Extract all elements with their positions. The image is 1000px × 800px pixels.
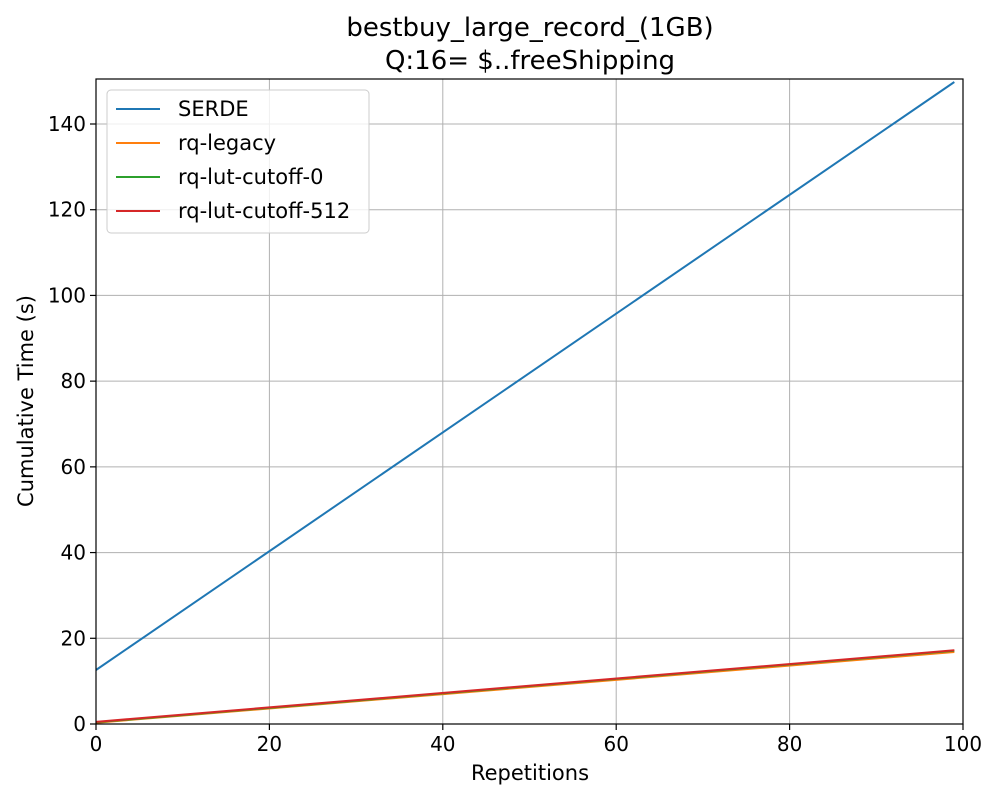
- y-tick-label: 120: [48, 198, 86, 222]
- legend-label: rq-legacy: [178, 131, 276, 155]
- ticks: 0 20 40 60 80 100 0 20 40 60 80 100 120 140: [48, 112, 982, 756]
- series-line-rq-lut-cutoff-512: [95, 649, 955, 723]
- series-line-SERDE: [95, 81, 955, 671]
- y-tick-label: 100: [48, 283, 86, 307]
- y-tick-label: 0: [73, 712, 86, 736]
- legend-box: [106, 89, 370, 234]
- legend-label: rq-lut-cutoff-512: [178, 199, 350, 223]
- plot-frame: [95, 78, 964, 725]
- legend-label: rq-lut-cutoff-0: [178, 165, 323, 189]
- x-tick-label: 0: [90, 732, 103, 756]
- chart-title-line-2: Q:16= $..freeShipping: [385, 46, 675, 76]
- x-tick-label: 20: [257, 732, 282, 756]
- series-lines: [95, 81, 955, 724]
- x-tick-label: 80: [777, 732, 802, 756]
- x-tick-label: 100: [944, 732, 982, 756]
- legend: SERDE rq-legacy rq-lut-cutoff-0 rq-lut-cuto…: [106, 89, 370, 234]
- x-axis-label: Repetitions: [471, 761, 589, 785]
- y-tick-label: 20: [61, 626, 86, 650]
- x-tick-label: 60: [603, 732, 628, 756]
- chart-title-line-1: bestbuy_large_record_(1GB): [346, 13, 713, 43]
- y-tick-label: 60: [61, 455, 86, 479]
- y-tick-label: 40: [61, 541, 86, 565]
- legend-label: SERDE: [178, 97, 249, 121]
- x-tick-label: 40: [430, 732, 455, 756]
- y-axis-label: Cumulative Time (s): [14, 295, 38, 507]
- y-tick-label: 140: [48, 112, 86, 136]
- y-tick-label: 80: [61, 369, 86, 393]
